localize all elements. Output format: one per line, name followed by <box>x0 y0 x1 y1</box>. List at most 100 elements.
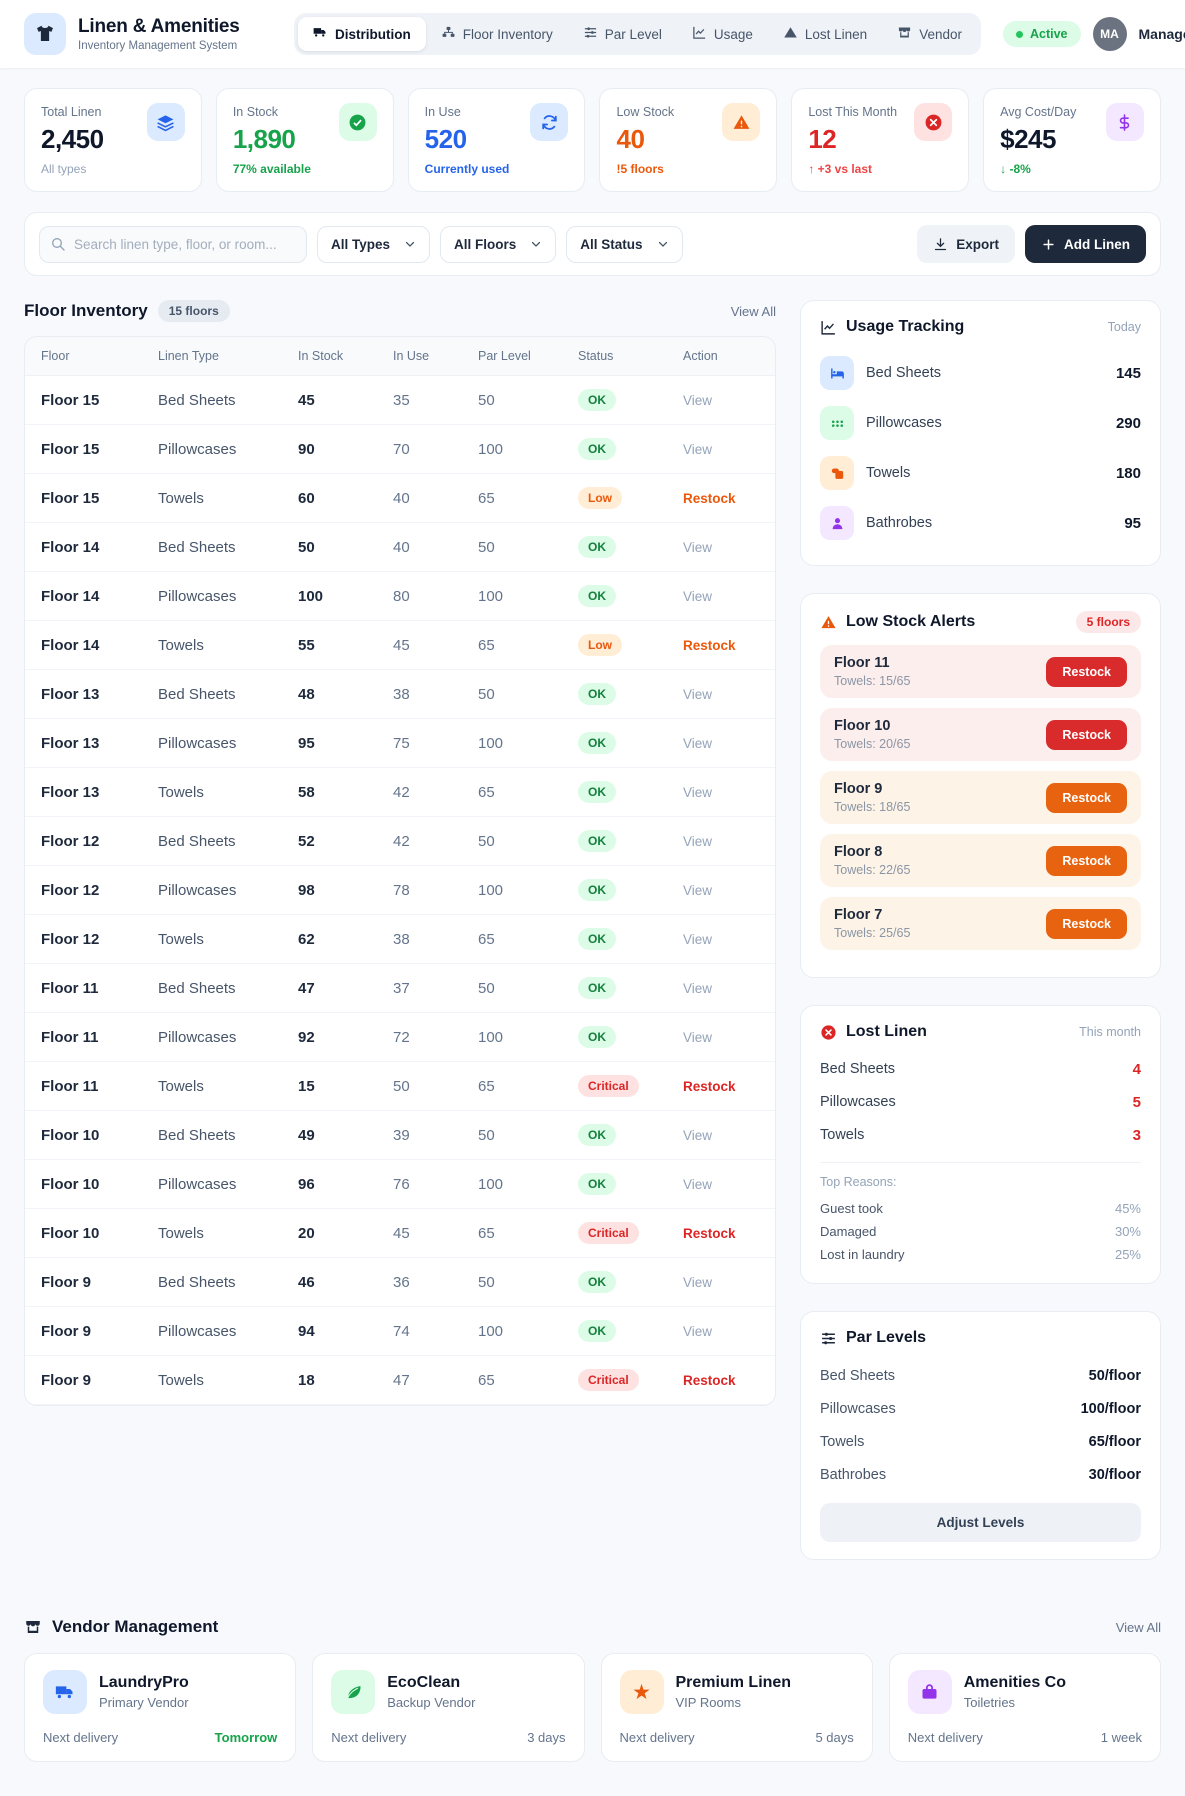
status-badge: Low <box>578 634 622 656</box>
low-stock-alert-item: Floor 9 Towels: 18/65 Restock <box>820 771 1141 824</box>
divider <box>820 1162 1141 1163</box>
restock-button[interactable]: Restock <box>1046 782 1127 813</box>
cell-floor: Floor 15 <box>25 375 142 425</box>
row-action-link[interactable]: View <box>683 980 713 996</box>
row-action-link[interactable]: View <box>683 735 713 751</box>
tab-par-level[interactable]: Par Level <box>568 17 677 51</box>
view-all-link[interactable]: View All <box>730 303 776 319</box>
cell-linen-type: Pillowcases <box>142 1012 282 1062</box>
table-row: Floor 13 Pillowcases 95 75 100 OK View <box>25 718 775 768</box>
restock-button[interactable]: Restock <box>1046 908 1127 939</box>
table-row: Floor 15 Towels 60 40 65 Low Restock <box>25 473 775 523</box>
par-value: 65/floor <box>1088 1433 1141 1450</box>
tab-distribution[interactable]: Distribution <box>298 17 426 51</box>
cell-floor: Floor 14 <box>25 620 142 670</box>
reason-name: Lost in laundry <box>820 1247 905 1262</box>
row-action-link[interactable]: Restock <box>683 1225 736 1241</box>
cell-in-stock: 60 <box>282 473 377 523</box>
row-action-link[interactable]: Restock <box>683 637 736 653</box>
cell-in-stock: 94 <box>282 1306 377 1356</box>
cell-in-use: 38 <box>377 914 462 964</box>
row-action-link[interactable]: View <box>683 833 713 849</box>
cell-floor: Floor 10 <box>25 1110 142 1160</box>
usage-item-pillowcases: Pillowcases 290 <box>820 398 1141 448</box>
row-action-link[interactable]: View <box>683 931 713 947</box>
status-dot-icon <box>1015 30 1023 38</box>
cell-par-level: 100 <box>462 865 562 915</box>
row-action-link[interactable]: View <box>683 539 713 555</box>
search-input[interactable] <box>39 225 307 263</box>
cell-linen-type: Bed Sheets <box>142 1257 282 1307</box>
cell-in-stock: 96 <box>282 1159 377 1209</box>
leaf-icon <box>331 1670 376 1714</box>
usage-item-bathrobes: Bathrobes 95 <box>820 498 1141 548</box>
vendor-role: Toiletries <box>963 1695 1016 1710</box>
person-icon <box>820 506 854 540</box>
usage-name: Towels <box>866 465 911 481</box>
row-action-link[interactable]: View <box>683 686 713 702</box>
alert-floor: Floor 7 <box>834 907 883 923</box>
tab-vendor[interactable]: Vendor <box>882 17 977 51</box>
stat-card-lost-this-month: Lost This Month 12 ↑ +3 vs last <box>791 88 970 192</box>
cell-in-stock: 100 <box>282 571 377 621</box>
row-action-link[interactable]: Restock <box>683 490 736 506</box>
reason-name: Guest took <box>820 1201 883 1216</box>
export-button[interactable]: Export <box>917 225 1015 263</box>
row-action-link[interactable]: View <box>683 1323 713 1339</box>
layers-icon <box>146 103 185 141</box>
row-action-link[interactable]: View <box>683 1127 713 1143</box>
tab-usage[interactable]: Usage <box>677 17 768 51</box>
row-action-link[interactable]: Restock <box>683 1372 736 1388</box>
cell-par-level: 100 <box>462 718 562 768</box>
lost-name: Bed Sheets <box>820 1061 895 1077</box>
cell-par-level: 50 <box>462 669 562 719</box>
reason-item: Lost in laundry 25% <box>820 1243 1141 1266</box>
cell-floor: Floor 13 <box>25 767 142 817</box>
tab-label: Floor Inventory <box>462 26 553 42</box>
cell-par-level: 50 <box>462 816 562 866</box>
sliders-icon <box>822 1332 835 1344</box>
row-action-link[interactable]: Restock <box>683 1078 736 1094</box>
stat-sub: All types <box>41 162 87 176</box>
cell-floor: Floor 11 <box>25 1061 142 1111</box>
cell-floor: Floor 9 <box>25 1306 142 1356</box>
cell-floor: Floor 12 <box>25 914 142 964</box>
restock-button[interactable]: Restock <box>1046 845 1127 876</box>
lost-name: Towels <box>820 1127 865 1143</box>
tab-floor-inventory[interactable]: Floor Inventory <box>426 17 568 51</box>
row-action-link[interactable]: View <box>683 1274 713 1290</box>
adjust-levels-button[interactable]: Adjust Levels <box>820 1503 1141 1542</box>
add-linen-button[interactable]: Add Linen <box>1025 225 1146 263</box>
stat-card-in-stock: In Stock 1,890 77% available <box>215 88 394 192</box>
cell-linen-type: Towels <box>142 473 282 523</box>
restock-button[interactable]: Restock <box>1046 656 1127 687</box>
floor-inventory-section: Floor Inventory 15 floors View All Floor… <box>24 300 776 1406</box>
row-action-link[interactable]: View <box>683 392 713 408</box>
row-action-link[interactable]: View <box>683 784 713 800</box>
row-action-link[interactable]: View <box>683 1176 713 1192</box>
cell-floor: Floor 14 <box>25 522 142 572</box>
view-all-link[interactable]: View All <box>1115 1619 1161 1635</box>
restock-button[interactable]: Restock <box>1046 719 1127 750</box>
row-action-link[interactable]: View <box>683 1029 713 1045</box>
table-row: Floor 13 Bed Sheets 48 38 50 OK View <box>25 669 775 719</box>
tab-lost-linen[interactable]: Lost Linen <box>768 17 882 51</box>
row-action-link[interactable]: View <box>683 882 713 898</box>
towel-icon <box>820 456 854 490</box>
table-row: Floor 12 Towels 62 38 65 OK View <box>25 914 775 964</box>
cell-in-stock: 18 <box>282 1355 377 1405</box>
row-action-link[interactable]: View <box>683 588 713 604</box>
alerts-count-badge: 5 floors <box>1075 611 1141 633</box>
filter-all-types[interactable]: All Types <box>317 225 431 263</box>
filter-toolbar: All Types All Floors All Status Export A… <box>24 212 1161 276</box>
avatar[interactable]: MA <box>1092 17 1127 51</box>
cell-floor: Floor 11 <box>25 1012 142 1062</box>
lost-item: Bed Sheets 4 <box>820 1053 1141 1086</box>
chevron-down-icon <box>405 241 415 247</box>
table-header-row: Floor Linen Type In Stock In Use Par Lev… <box>25 337 775 376</box>
alert-floor: Floor 10 <box>834 718 891 734</box>
par-item: Bathrobes 30/floor <box>820 1458 1141 1491</box>
filter-all-floors[interactable]: All Floors <box>440 225 557 263</box>
row-action-link[interactable]: View <box>683 441 713 457</box>
filter-all-status[interactable]: All Status <box>566 225 683 263</box>
